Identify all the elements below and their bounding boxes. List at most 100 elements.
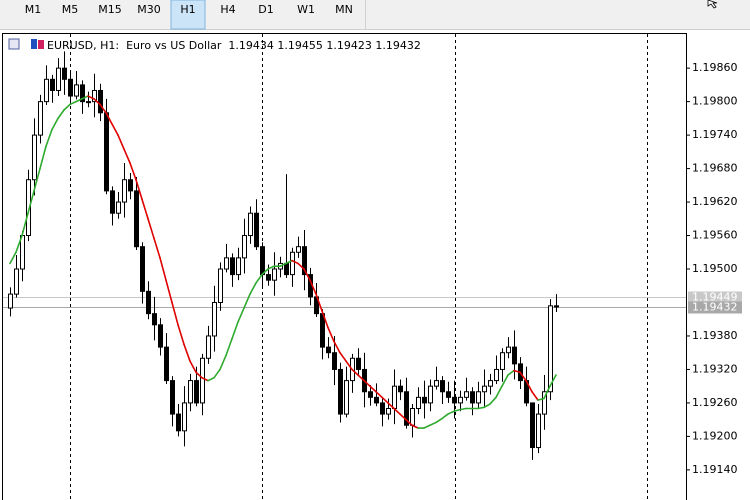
candle-body: [26, 179, 31, 237]
timeframe-button-selected: [170, 0, 206, 30]
candle-body: [284, 262, 289, 276]
y-tick-label: 1.19860: [692, 61, 738, 74]
moving-average-segment: [69, 100, 77, 106]
candle-body: [110, 190, 115, 214]
plot-frame: [2, 33, 687, 500]
moving-average-segment: [453, 408, 461, 413]
candle-body: [266, 274, 271, 281]
moving-average-segment: [513, 369, 521, 374]
candle-body: [428, 385, 433, 404]
y-tick-label: 1.19200: [692, 429, 738, 442]
candle-body: [230, 257, 235, 276]
moving-average-segment: [435, 417, 443, 424]
candle-body: [422, 396, 427, 404]
candle-body: [506, 346, 511, 354]
moving-average-segment: [393, 407, 401, 415]
moving-average-segment: [357, 374, 365, 382]
moving-average-segment: [519, 371, 527, 382]
candle-body: [8, 293, 13, 309]
y-tick-label: 1.19620: [692, 195, 738, 208]
y-tick-label: 1.19260: [692, 396, 738, 409]
candle-body: [218, 268, 223, 303]
moving-average-segment: [159, 257, 167, 281]
candle-body: [548, 305, 553, 393]
timeframe-button[interactable]: H4: [220, 3, 235, 16]
moving-average-segment: [75, 98, 83, 103]
moving-average-segment: [177, 324, 185, 346]
moving-average-segment: [279, 262, 287, 268]
candle-body: [320, 313, 325, 348]
candle-body: [158, 324, 163, 348]
candle-body: [500, 352, 505, 370]
timeframe-button[interactable]: M30: [137, 3, 161, 16]
moving-average-segment: [63, 103, 71, 111]
moving-average-segment: [525, 379, 533, 393]
candle-body: [20, 235, 25, 270]
candle-body: [542, 391, 547, 415]
candle-body: [434, 380, 439, 387]
timeframe-button[interactable]: H1: [180, 3, 195, 16]
moving-average-segment: [231, 321, 239, 340]
candle-body: [374, 396, 379, 404]
moving-average-segment: [15, 234, 23, 254]
moving-average-segment: [57, 109, 65, 120]
candle-body: [332, 352, 337, 370]
candle-body: [386, 407, 391, 415]
moving-average-segment: [141, 198, 149, 220]
moving-average-segment: [285, 259, 293, 265]
candle-body: [458, 396, 463, 404]
moving-average-segment: [309, 279, 317, 295]
candle-body: [236, 257, 241, 276]
candle-body: [164, 346, 169, 382]
moving-average-segment: [51, 117, 59, 131]
y-tick-label: 1.19800: [692, 95, 738, 108]
timeframe-button[interactable]: M15: [98, 3, 122, 16]
candle-body: [410, 407, 415, 426]
moving-average-segment: [237, 307, 245, 323]
candle-body: [122, 179, 127, 203]
timeframe-button[interactable]: W1: [297, 3, 315, 16]
candle-body: [116, 201, 121, 214]
moving-average-segment: [333, 340, 341, 354]
moving-average-segment: [459, 407, 467, 411]
candle-body: [68, 78, 73, 97]
candle-body: [62, 67, 67, 80]
timeframe-button[interactable]: M1: [25, 3, 42, 16]
timeframe-button[interactable]: D1: [258, 3, 273, 16]
moving-average-segment: [477, 406, 485, 410]
moving-average-segment: [33, 167, 41, 192]
candle-body: [326, 346, 331, 354]
candle-body: [470, 391, 475, 404]
moving-average-segment: [375, 390, 383, 399]
moving-average-segment: [207, 377, 215, 382]
moving-average-segment: [495, 385, 503, 399]
moving-average-segment: [9, 251, 17, 265]
moving-average-segment: [363, 379, 371, 387]
moving-average-segment: [321, 310, 329, 329]
moving-average-segment: [189, 360, 197, 374]
candle-body: [188, 380, 193, 404]
moving-average-segment: [213, 368, 221, 379]
y-tick-label: 1.19680: [692, 162, 738, 175]
candle-body: [248, 212, 253, 237]
moving-average-segment: [21, 212, 29, 237]
moving-average-segment: [27, 190, 35, 215]
moving-average-segment: [183, 343, 191, 362]
timeframe-button[interactable]: MN: [335, 3, 353, 16]
moving-average-segment: [105, 111, 113, 125]
candle-body: [296, 246, 301, 253]
candle-body: [272, 268, 277, 281]
candle-body: [104, 112, 109, 192]
moving-average-segment: [489, 396, 497, 405]
candle-body: [212, 301, 217, 337]
moving-average-segment: [327, 326, 335, 343]
moving-average-segment: [447, 410, 455, 415]
moving-average-segment: [195, 371, 203, 379]
candle-body: [98, 89, 103, 114]
timeframe-button[interactable]: M5: [62, 3, 79, 16]
candle-body: [482, 385, 487, 393]
y-tick-label: 1.19500: [692, 262, 738, 275]
candle-body: [170, 380, 175, 415]
